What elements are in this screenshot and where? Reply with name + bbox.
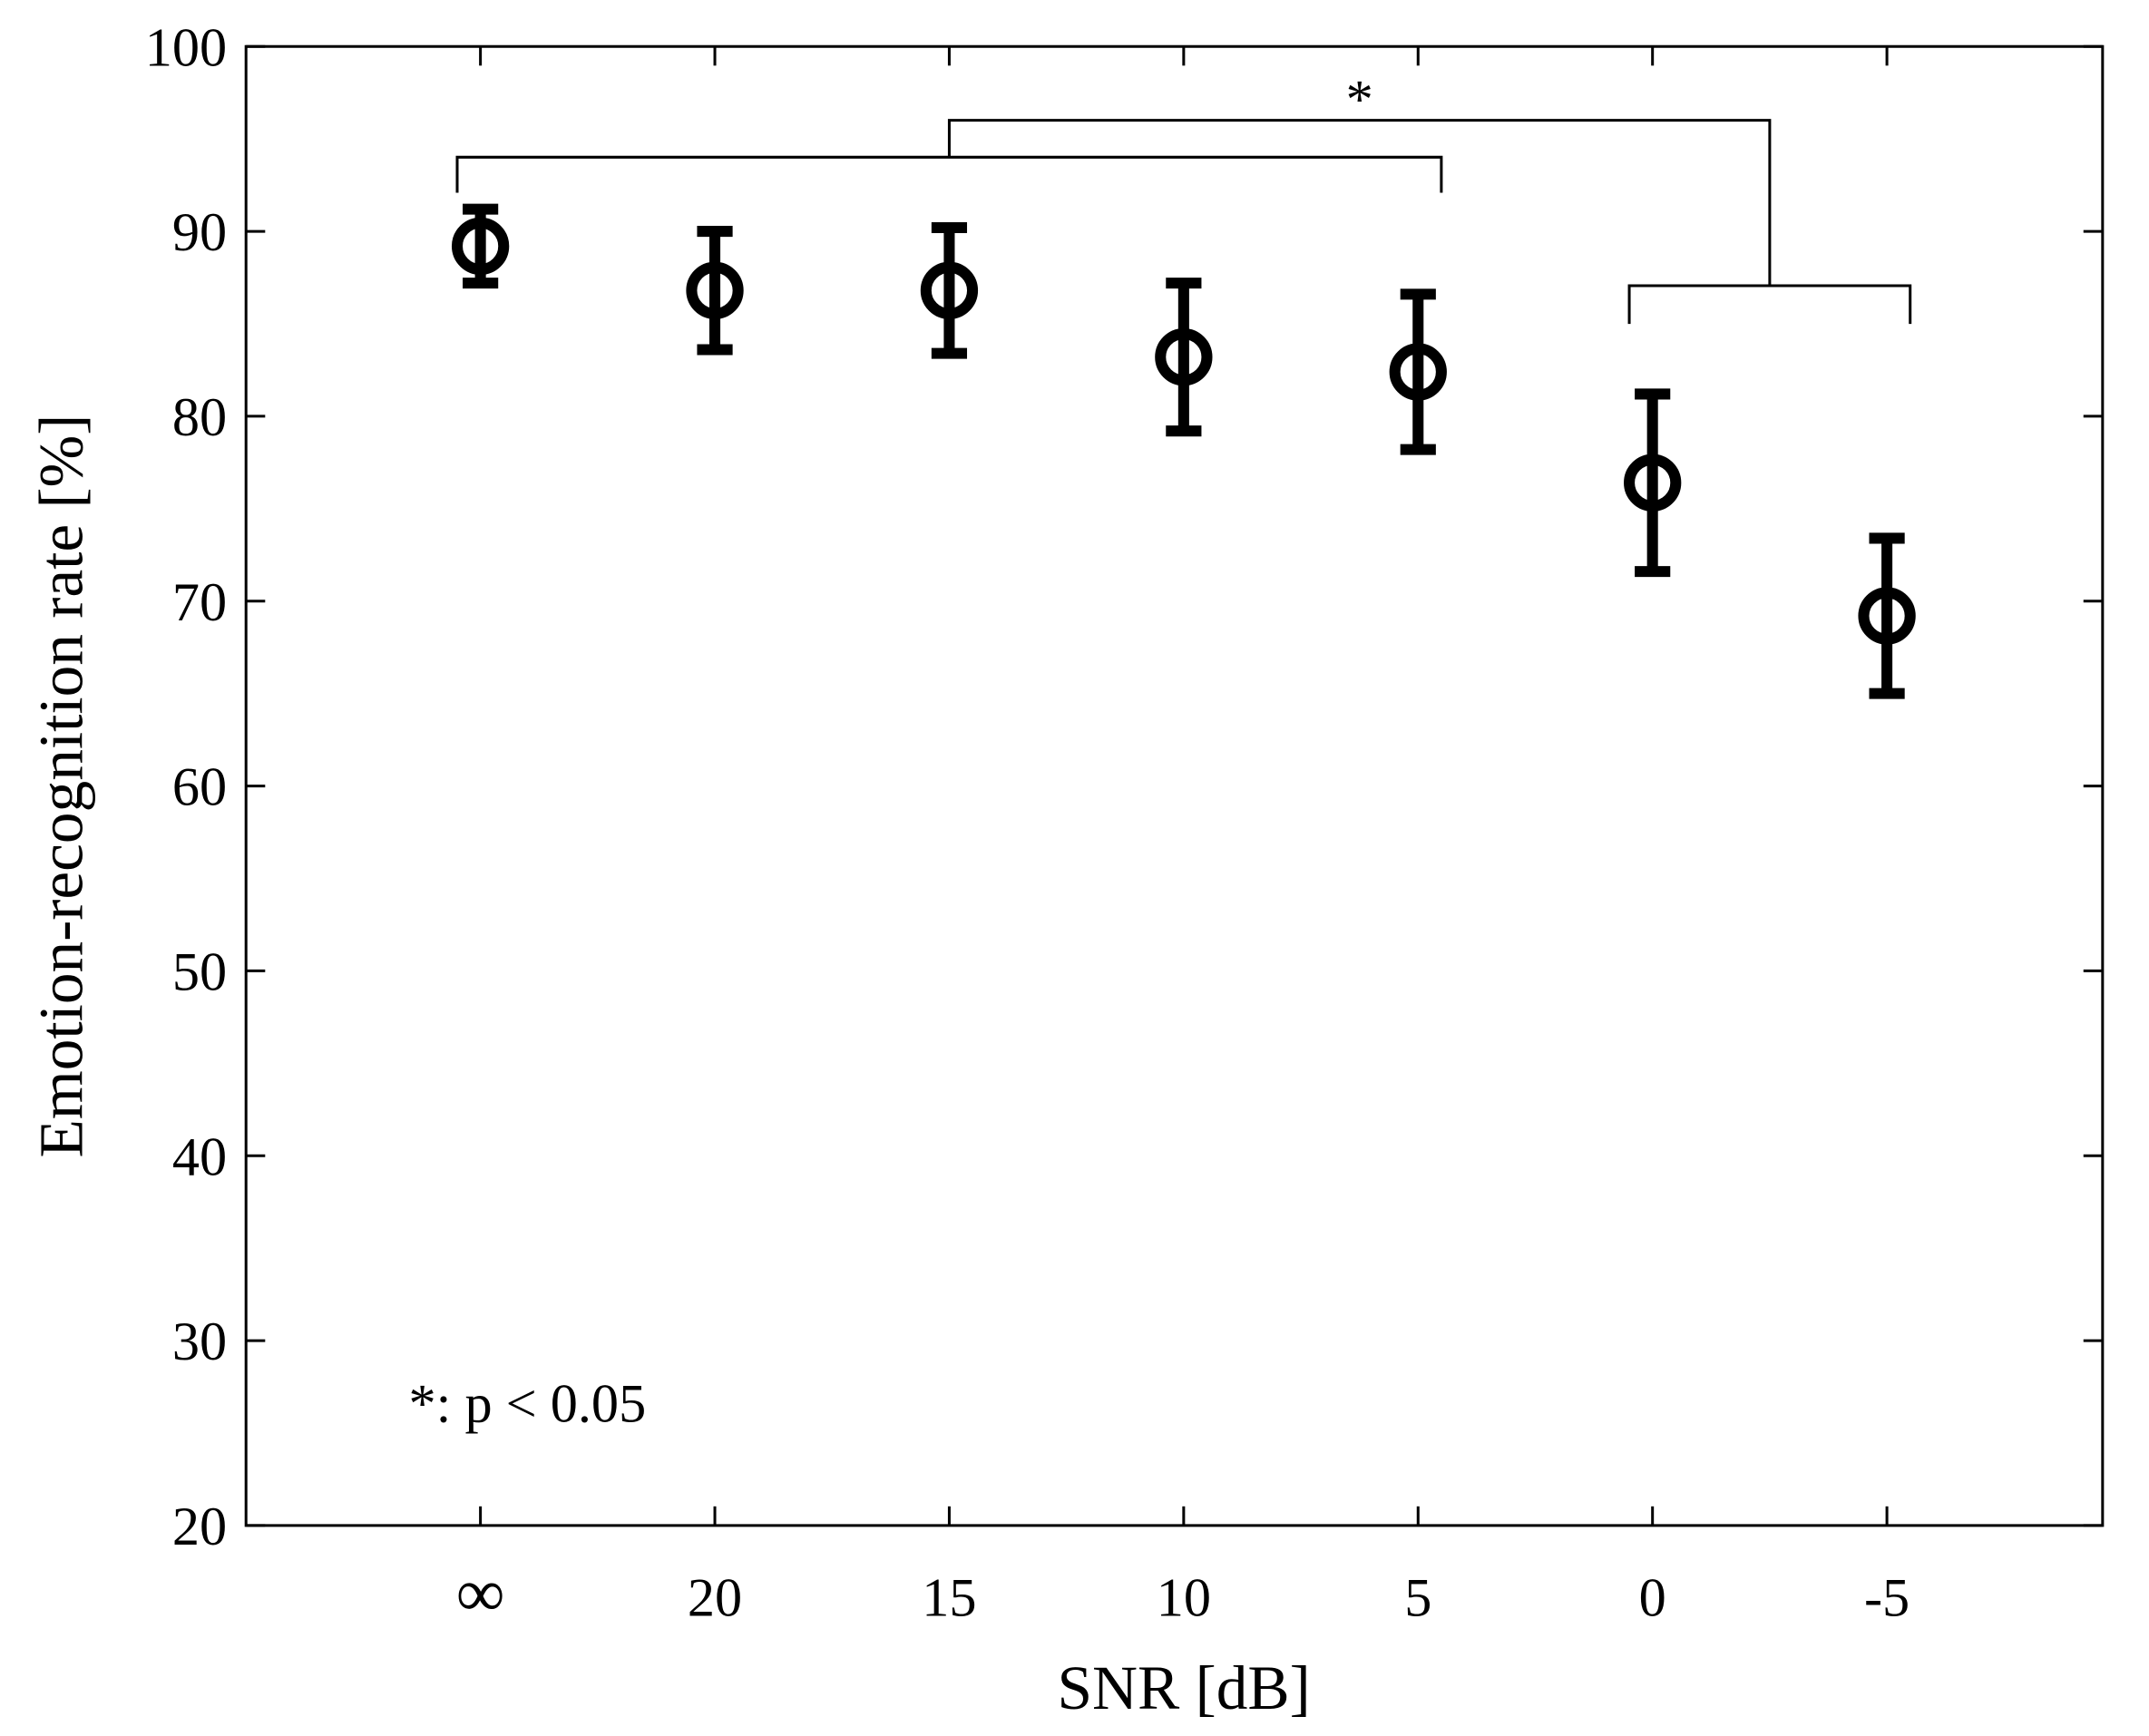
x-tick-label: 10 [1157,1567,1211,1628]
y-tick-label: 50 [172,942,227,1003]
y-axis-label: Emotion-recognition rate [%] [25,414,95,1158]
y-tick-label: 90 [172,202,227,263]
bracket [947,119,1772,286]
point [920,261,979,319]
x-axis-label: SNR [dB] [1057,1653,1310,1722]
x-tick-label: 15 [922,1567,976,1628]
x-tick-label: ∞ [456,1556,505,1631]
point [1624,454,1682,512]
bracket [1627,284,1912,325]
y-tick-label: 60 [172,757,227,818]
point [451,217,510,276]
y-tick-label: 100 [145,17,227,78]
significance-label: * [1346,70,1373,131]
x-tick-label: -5 [1864,1567,1910,1628]
y-tick-label: 40 [172,1126,227,1187]
plot-frame [244,44,2105,1527]
x-tick-label: 20 [688,1567,742,1628]
y-tick-label: 20 [172,1497,227,1557]
point [1155,328,1213,386]
point [1858,587,1916,645]
y-tick-label: 70 [172,572,227,633]
bracket [455,155,1443,193]
point [686,261,744,319]
note: *: p < 0.05 [409,1373,647,1434]
x-tick-label: 5 [1404,1567,1431,1628]
x-tick-label: 0 [1639,1567,1666,1628]
y-tick-label: 80 [172,387,227,448]
y-tick-label: 30 [172,1312,227,1372]
point [1389,343,1447,401]
